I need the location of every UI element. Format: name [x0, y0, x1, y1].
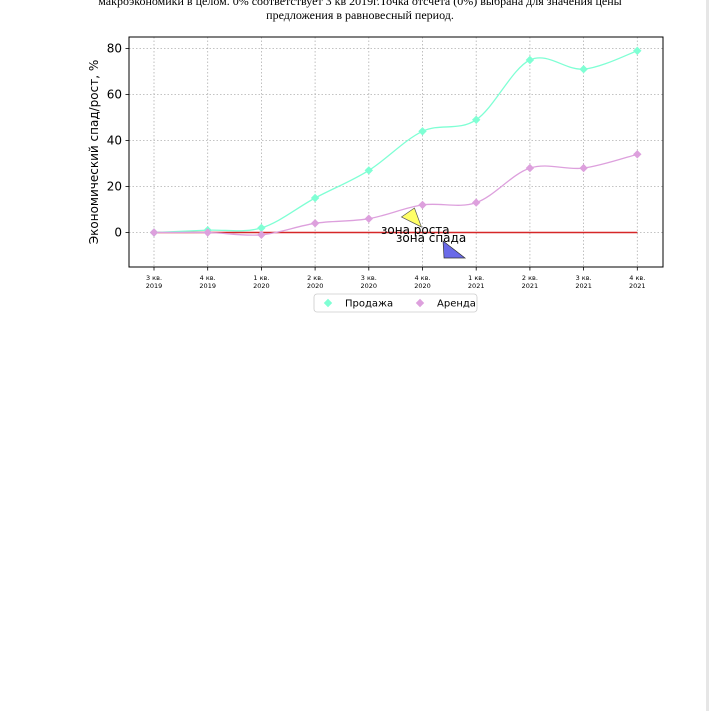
data-point-0 — [579, 65, 588, 74]
legend: Продажа Аренда — [313, 293, 478, 313]
data-point-0 — [310, 193, 320, 203]
x-tick-label-year: 2021 — [575, 282, 592, 290]
data-point-1 — [472, 198, 481, 207]
data-point-1 — [579, 163, 588, 173]
data-point-0 — [418, 127, 427, 136]
series-markers — [149, 46, 642, 239]
x-tick-label-quarter: 3 кв. — [146, 274, 162, 282]
x-tick-label-year: 2021 — [522, 282, 539, 290]
x-tick-label-year: 2020 — [253, 282, 270, 290]
x-tick-label-year: 2020 — [307, 282, 324, 290]
growth-zone-marker — [400, 207, 423, 228]
series-line-0 — [153, 50, 638, 234]
legend-marker-0 — [323, 298, 333, 308]
x-tick-label-year: 2019 — [199, 282, 216, 290]
decline-zone-marker — [442, 240, 467, 259]
x-tick-label-quarter: 3 кв. — [361, 274, 377, 282]
legend-marker-1 — [415, 298, 425, 308]
data-point-0 — [257, 223, 266, 233]
caption-line-1: макроэкономики в целом. 0% соответствует… — [98, 0, 622, 8]
y-tick-label: 40 — [107, 134, 122, 148]
x-tick-label-quarter: 1 кв. — [253, 274, 269, 282]
data-point-0 — [364, 166, 373, 175]
y-tick-label: 0 — [114, 226, 122, 240]
y-tick-label: 20 — [107, 180, 122, 194]
data-point-1 — [364, 214, 373, 223]
figure-caption: макроэкономики в целом. 0% соответствует… — [60, 0, 660, 22]
decline-zone-label: зона спада — [396, 231, 466, 245]
series-lines — [153, 50, 638, 236]
x-tick-label-year: 2021 — [468, 282, 485, 290]
y-axis-label: Экономический спад/рост, % — [87, 60, 101, 244]
x-tick-label-quarter: 2 кв. — [307, 274, 323, 282]
x-tick-label-year: 2020 — [414, 282, 431, 290]
caption-line-2: предложения в равновесный период. — [266, 8, 454, 22]
data-point-0 — [633, 46, 642, 55]
data-point-1 — [203, 228, 212, 237]
x-tick-label-quarter: 1 кв. — [468, 274, 484, 282]
data-point-1 — [257, 230, 266, 239]
y-tick-label: 60 — [107, 88, 122, 102]
data-point-0 — [472, 115, 481, 124]
x-tick-label-quarter: 2 кв. — [522, 274, 538, 282]
data-point-1 — [310, 219, 320, 228]
x-tick-label-quarter: 3 кв. — [576, 274, 592, 282]
series-line-1 — [153, 153, 638, 236]
plot-frame — [128, 36, 664, 268]
x-tick-label-quarter: 4 кв. — [200, 274, 216, 282]
growth-zone-label: зона роста — [381, 223, 450, 237]
page-edge — [706, 0, 709, 711]
y-tick-label: 80 — [107, 42, 122, 56]
data-point-1 — [418, 200, 427, 210]
x-tick-label-year: 2020 — [361, 282, 378, 290]
legend-label-1: Аренда — [437, 299, 476, 310]
data-point-0 — [525, 55, 535, 65]
x-tick-label-quarter: 4 кв. — [414, 274, 430, 282]
x-tick-label-year: 2021 — [629, 282, 646, 290]
data-point-1 — [525, 163, 535, 173]
x-tick-label-year: 2019 — [146, 282, 163, 290]
data-point-1 — [149, 228, 159, 237]
legend-label-0: Продажа — [345, 299, 393, 310]
data-point-1 — [633, 150, 642, 159]
x-tick-label-quarter: 4 кв. — [629, 274, 645, 282]
legend-box — [313, 293, 478, 313]
